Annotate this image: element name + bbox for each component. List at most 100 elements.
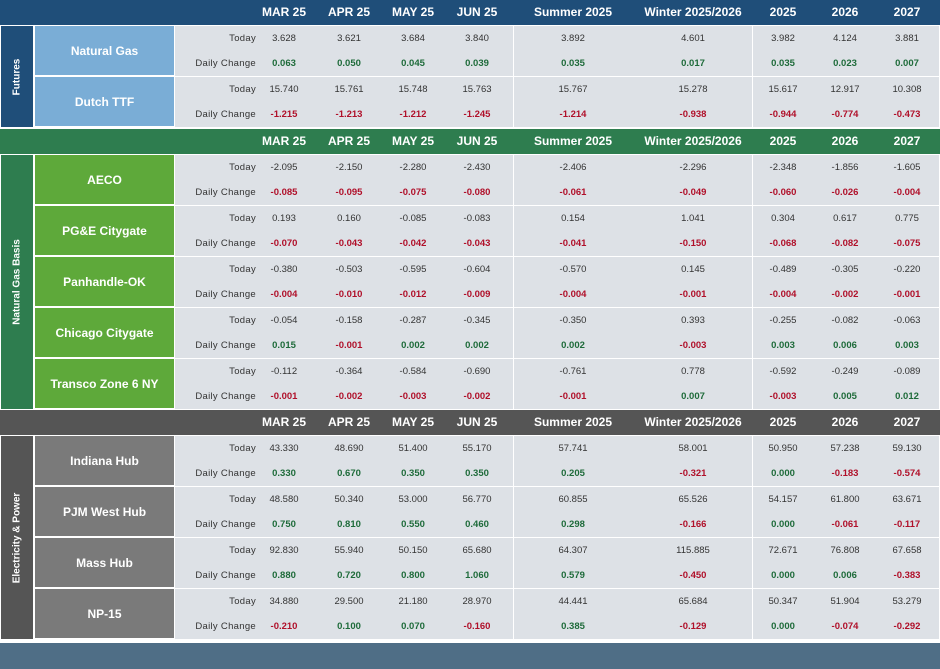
today-label: Today (229, 545, 256, 556)
instrument-name: NP-15 (35, 589, 174, 638)
change-value: -0.002 (335, 391, 363, 402)
change-value: 0.350 (401, 468, 425, 479)
row-divider (175, 205, 939, 206)
change-value: -0.001 (335, 340, 363, 351)
today-value: 0.145 (681, 264, 705, 275)
change-value: -1.212 (399, 109, 427, 120)
change-value: -0.009 (463, 289, 491, 300)
today-value: -0.595 (399, 264, 427, 275)
today-value: 58.001 (678, 443, 708, 454)
today-value: -2.150 (335, 162, 363, 173)
daily-change-label: Daily Change (195, 109, 256, 120)
change-value: 0.002 (465, 340, 489, 351)
today-value: -0.503 (335, 264, 363, 275)
today-value: -0.305 (831, 264, 859, 275)
section-title: Futures (11, 58, 23, 95)
change-value: 0.330 (272, 468, 296, 479)
today-value: 56.770 (462, 494, 492, 505)
change-value: -0.041 (559, 238, 587, 249)
change-value: 0.579 (561, 570, 585, 581)
column-group-divider (752, 26, 753, 127)
change-value: 0.800 (401, 570, 425, 581)
today-value: -2.296 (679, 162, 707, 173)
table-row (175, 589, 939, 639)
change-value: -0.001 (893, 289, 921, 300)
today-value: 44.441 (558, 596, 588, 607)
change-value: -0.450 (679, 570, 707, 581)
today-value: -0.085 (399, 213, 427, 224)
daily-change-label: Daily Change (195, 570, 256, 581)
today-label: Today (229, 443, 256, 454)
row-divider (175, 307, 939, 308)
today-value: -0.089 (893, 366, 921, 377)
column-header: MAY 25 (391, 415, 435, 429)
today-label: Today (229, 366, 256, 377)
today-value: 72.671 (768, 545, 798, 556)
today-value: -0.350 (559, 315, 587, 326)
today-value: 65.684 (678, 596, 708, 607)
daily-change-label: Daily Change (195, 238, 256, 249)
today-value: 65.680 (462, 545, 492, 556)
column-header: 2027 (893, 134, 921, 148)
today-value: 54.157 (768, 494, 798, 505)
change-value: -1.214 (559, 109, 587, 120)
table-row (175, 538, 939, 588)
column-header: Winter 2025/2026 (644, 415, 742, 429)
change-value: -0.049 (679, 187, 707, 198)
change-value: 0.045 (401, 58, 425, 69)
today-value: 57.238 (830, 443, 860, 454)
today-value: 29.500 (334, 596, 364, 607)
today-value: 0.393 (681, 315, 705, 326)
change-value: -0.012 (399, 289, 427, 300)
today-value: 1.041 (681, 213, 705, 224)
today-value: -1.856 (831, 162, 859, 173)
change-value: 0.039 (465, 58, 489, 69)
table-row (175, 77, 939, 127)
change-value: -0.043 (463, 238, 491, 249)
today-value: -0.364 (335, 366, 363, 377)
instrument-name: AECO (35, 155, 174, 204)
daily-change-label: Daily Change (195, 58, 256, 69)
change-value: 0.017 (681, 58, 705, 69)
change-value: 0.350 (465, 468, 489, 479)
column-header: MAY 25 (391, 134, 435, 148)
row-divider (175, 537, 939, 538)
today-value: 3.840 (465, 33, 489, 44)
futures-header-bar: MAR 25 APR 25 MAY 25 JUN 25 Summer 2025 Winte… (0, 0, 940, 25)
change-value: -0.085 (270, 187, 298, 198)
instrument-name: Natural Gas (35, 26, 174, 75)
today-label: Today (229, 33, 256, 44)
section-title: Natural Gas Basis (11, 239, 23, 325)
today-value: -0.063 (893, 315, 921, 326)
today-value: 3.881 (895, 33, 919, 44)
change-value: -0.060 (769, 187, 797, 198)
change-value: -0.043 (335, 238, 363, 249)
today-label: Today (229, 213, 256, 224)
change-value: -0.004 (270, 289, 298, 300)
change-value: 0.205 (561, 468, 585, 479)
change-value: 0.550 (401, 519, 425, 530)
instrument-name: Panhandle-OK (35, 257, 174, 306)
column-header: Summer 2025 (533, 5, 613, 19)
table-row (175, 308, 939, 358)
today-value: -0.570 (559, 264, 587, 275)
today-value: -0.584 (399, 366, 427, 377)
today-label: Today (229, 162, 256, 173)
power-section-label: Electricity & Power (1, 436, 33, 639)
change-value: 0.070 (401, 621, 425, 632)
footer-bar (0, 643, 940, 669)
change-value: -0.774 (831, 109, 859, 120)
change-value: -0.080 (463, 187, 491, 198)
today-value: -2.095 (270, 162, 298, 173)
change-value: -0.001 (270, 391, 298, 402)
change-value: 0.005 (833, 391, 857, 402)
change-value: 0.810 (337, 519, 361, 530)
today-value: 4.124 (833, 33, 857, 44)
column-header: JUN 25 (456, 415, 498, 429)
change-value: -0.042 (399, 238, 427, 249)
daily-change-label: Daily Change (195, 187, 256, 198)
today-value: 15.617 (768, 84, 798, 95)
change-value: -0.160 (463, 621, 491, 632)
today-value: 0.160 (337, 213, 361, 224)
column-header: Summer 2025 (533, 415, 613, 429)
